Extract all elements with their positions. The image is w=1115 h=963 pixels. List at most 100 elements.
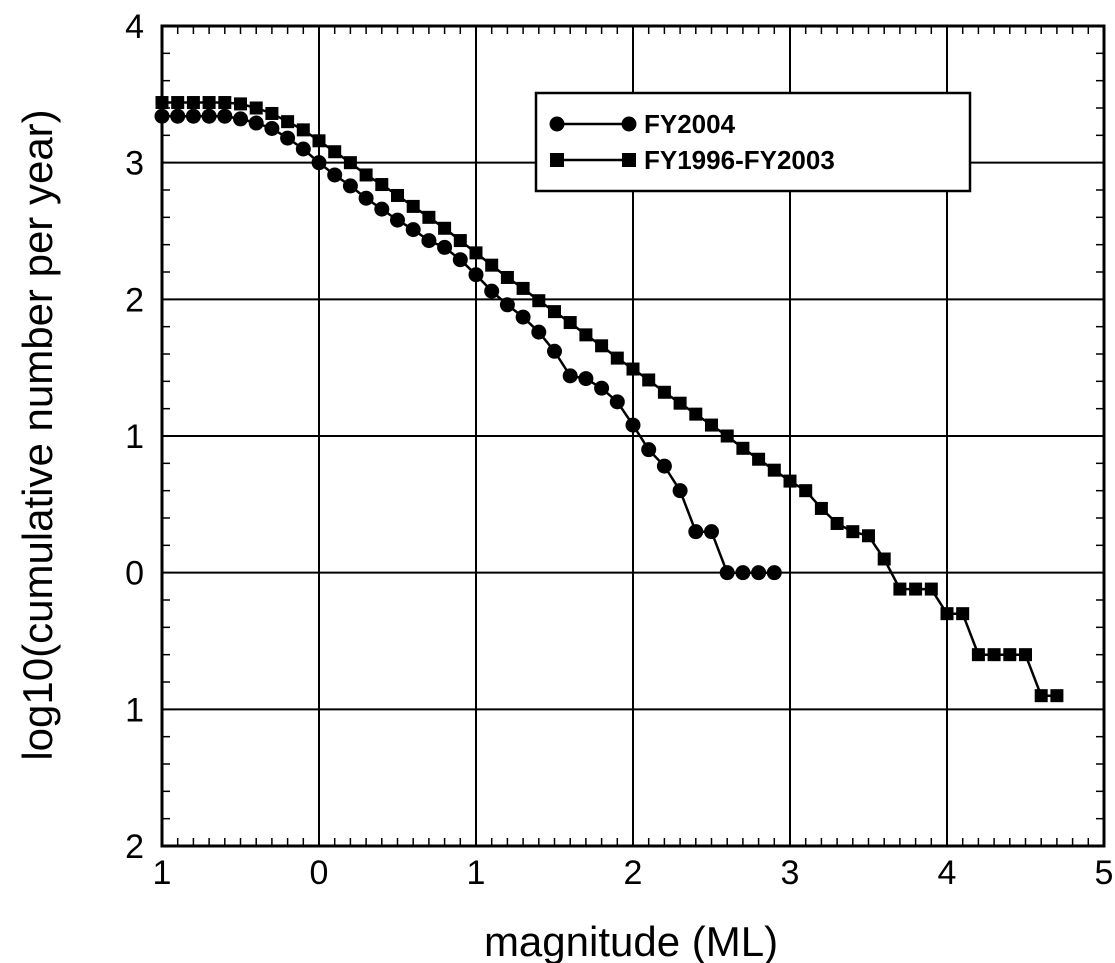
data-point-fy2004 — [201, 108, 217, 124]
data-point-fy2004 — [735, 565, 751, 581]
data-point-fy1996-fy2003 — [1034, 689, 1048, 703]
legend-entry-fy1996-fy2003: FY1996-FY2003 — [550, 145, 835, 175]
data-point-fy2004 — [358, 190, 374, 206]
data-point-fy2004 — [515, 309, 531, 325]
y-tick-label: 3 — [125, 145, 144, 183]
data-point-fy1996-fy2003 — [563, 316, 577, 330]
data-point-fy1996-fy2003 — [218, 96, 232, 110]
data-point-fy2004 — [547, 343, 562, 359]
data-point-fy1996-fy2003 — [642, 373, 656, 387]
data-point-fy2004 — [484, 283, 500, 299]
x-tick-labels: 1 0 1 2 3 4 5 — [153, 854, 1114, 892]
legend-label-fy2004: FY2004 — [644, 109, 736, 139]
data-point-fy2004 — [562, 368, 578, 384]
series-line-fy1996-fy2003 — [162, 101, 1057, 697]
data-point-fy1996-fy2003 — [673, 396, 687, 410]
data-point-fy2004 — [609, 394, 625, 410]
data-point-fy2004 — [688, 524, 704, 540]
data-point-fy1996-fy2003 — [453, 234, 467, 248]
legend-square-marker-icon — [550, 153, 564, 167]
data-point-fy1996-fy2003 — [532, 294, 546, 308]
x-tick-label: 5 — [1095, 854, 1114, 892]
data-point-fy2004 — [719, 565, 735, 581]
x-tick-label: 1 — [153, 854, 172, 892]
series-line-fy2004 — [162, 114, 775, 574]
data-point-fy1996-fy2003 — [438, 221, 452, 235]
data-point-fy2004 — [751, 565, 767, 581]
data-point-fy1996-fy2003 — [328, 145, 342, 159]
x-tick-label: 2 — [624, 854, 643, 892]
data-point-fy1996-fy2003 — [500, 270, 514, 284]
data-point-fy1996-fy2003 — [705, 418, 718, 432]
data-point-fy1996-fy2003 — [155, 96, 169, 110]
data-point-fy1996-fy2003 — [924, 582, 938, 596]
data-point-fy2004 — [295, 141, 311, 157]
x-tick-label: 0 — [310, 854, 329, 892]
data-point-fy1996-fy2003 — [249, 101, 263, 115]
data-point-fy1996-fy2003 — [375, 178, 389, 192]
data-point-fy1996-fy2003 — [1003, 648, 1017, 662]
legend-square-marker-icon — [622, 153, 636, 167]
data-point-fy2004 — [452, 252, 468, 268]
data-point-fy1996-fy2003 — [1019, 648, 1032, 662]
data-point-fy2004 — [421, 233, 437, 249]
data-point-fy1996-fy2003 — [1050, 689, 1064, 703]
data-point-fy2004 — [656, 458, 672, 474]
data-point-fy2004 — [154, 108, 170, 124]
data-point-fy1996-fy2003 — [971, 648, 985, 662]
y-tick-label: 2 — [125, 281, 144, 319]
series-fy2004 — [154, 108, 782, 581]
data-point-fy2004 — [641, 442, 657, 458]
data-point-fy1996-fy2003 — [799, 484, 813, 498]
data-point-fy2004 — [531, 324, 547, 340]
data-point-fy2004 — [704, 524, 719, 540]
data-point-fy1996-fy2003 — [516, 281, 530, 295]
data-point-fy1996-fy2003 — [296, 123, 310, 137]
data-point-fy2004 — [311, 155, 327, 171]
x-tick-label: 3 — [781, 854, 800, 892]
data-point-fy1996-fy2003 — [752, 452, 766, 466]
legend-box — [534, 91, 972, 193]
data-point-fy1996-fy2003 — [783, 474, 797, 488]
y-tick-label: 0 — [125, 555, 144, 593]
data-point-fy1996-fy2003 — [940, 607, 954, 621]
data-point-fy2004 — [405, 222, 421, 238]
y-tick-label: 1 — [125, 691, 144, 729]
data-point-fy2004 — [264, 121, 280, 136]
data-point-fy1996-fy2003 — [186, 96, 200, 110]
data-point-fy1996-fy2003 — [485, 258, 499, 272]
legend: FY2004 FY1996-FY2003 — [534, 91, 972, 193]
series-layer — [154, 96, 1064, 703]
legend-circle-marker-icon — [621, 116, 637, 132]
y-tick-labels: 4 3 2 1 0 1 2 — [125, 8, 144, 866]
data-point-fy1996-fy2003 — [391, 188, 404, 202]
data-point-fy1996-fy2003 — [767, 463, 781, 477]
data-point-fy1996-fy2003 — [720, 429, 734, 443]
data-point-fy2004 — [766, 565, 782, 581]
x-axis-title: magnitude (ML) — [484, 918, 778, 963]
legend-circle-marker-icon — [549, 116, 565, 132]
data-point-fy1996-fy2003 — [234, 97, 247, 111]
data-point-fy2004 — [233, 111, 248, 127]
data-point-fy2004 — [437, 239, 453, 255]
x-tick-label: 1 — [467, 854, 486, 892]
data-point-fy1996-fy2003 — [689, 407, 703, 421]
data-point-fy1996-fy2003 — [469, 246, 483, 260]
data-point-fy1996-fy2003 — [657, 385, 671, 399]
data-point-fy1996-fy2003 — [814, 501, 828, 515]
data-point-fy2004 — [625, 417, 641, 433]
data-point-fy1996-fy2003 — [202, 96, 216, 110]
data-point-fy1996-fy2003 — [422, 210, 436, 224]
data-point-fy1996-fy2003 — [579, 328, 593, 342]
data-point-fy2004 — [327, 167, 343, 183]
data-point-fy2004 — [342, 178, 358, 194]
data-point-fy2004 — [248, 115, 264, 131]
data-point-fy1996-fy2003 — [956, 607, 970, 621]
y-tick-label: 1 — [125, 418, 144, 456]
data-point-fy2004 — [672, 483, 688, 499]
data-point-fy1996-fy2003 — [626, 362, 640, 376]
data-point-fy1996-fy2003 — [846, 525, 860, 539]
data-point-fy2004 — [594, 380, 610, 396]
data-point-fy2004 — [578, 371, 594, 387]
